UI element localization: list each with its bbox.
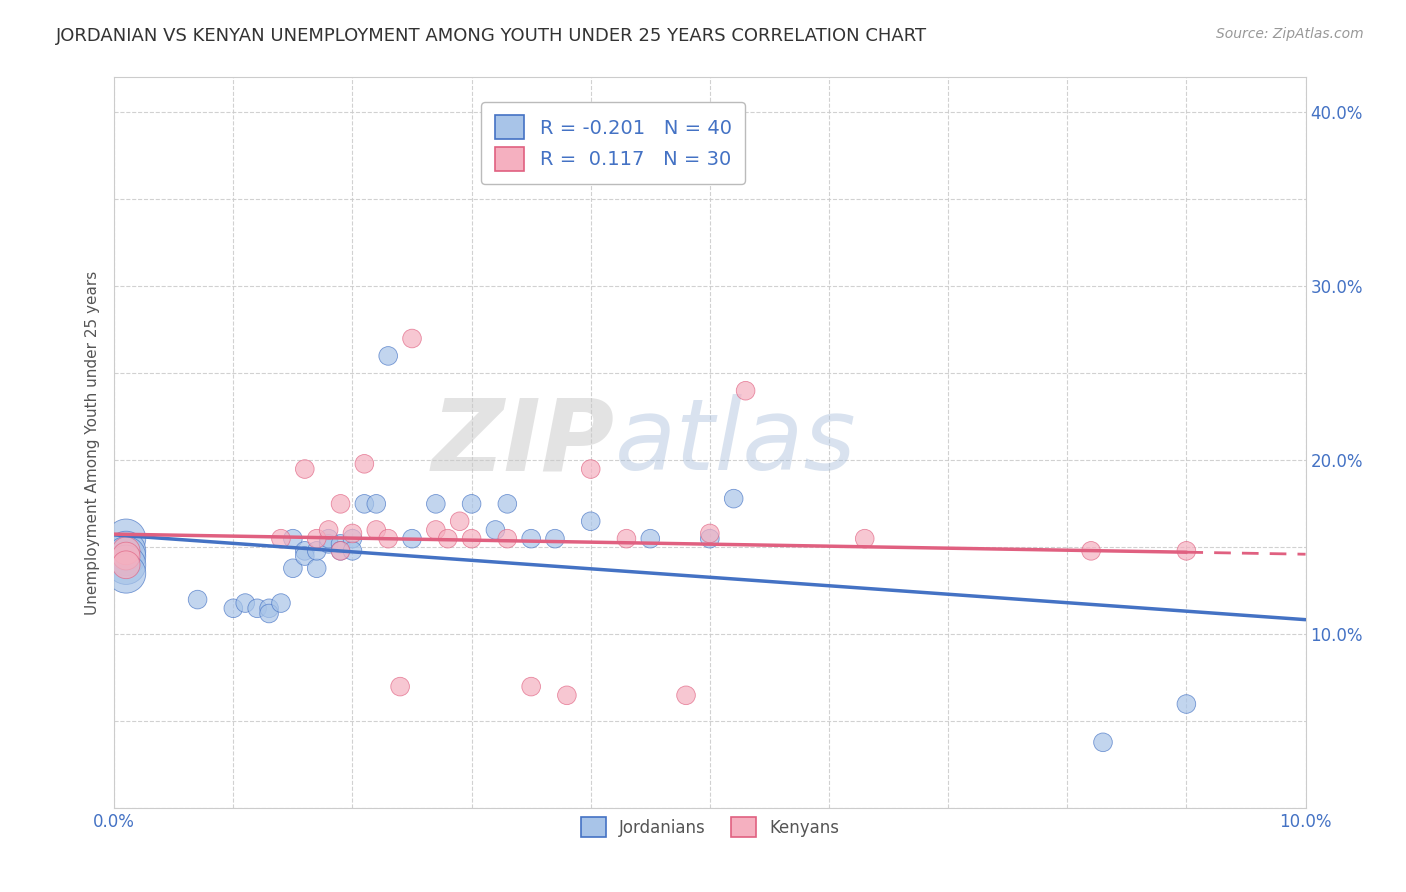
- Point: [115, 549, 138, 563]
- Text: ZIP: ZIP: [432, 394, 614, 491]
- Point: [1175, 697, 1198, 711]
- Point: [222, 601, 245, 615]
- Point: [699, 532, 721, 546]
- Point: [1080, 544, 1102, 558]
- Point: [389, 680, 412, 694]
- Y-axis label: Unemployment Among Youth under 25 years: Unemployment Among Youth under 25 years: [86, 271, 100, 615]
- Point: [734, 384, 756, 398]
- Point: [555, 688, 578, 702]
- Text: atlas: atlas: [614, 394, 856, 491]
- Point: [579, 462, 602, 476]
- Point: [281, 532, 304, 546]
- Point: [342, 526, 364, 541]
- Point: [616, 532, 638, 546]
- Point: [115, 558, 138, 572]
- Point: [723, 491, 745, 506]
- Point: [115, 566, 138, 581]
- Point: [579, 514, 602, 528]
- Text: JORDANIAN VS KENYAN UNEMPLOYMENT AMONG YOUTH UNDER 25 YEARS CORRELATION CHART: JORDANIAN VS KENYAN UNEMPLOYMENT AMONG Y…: [56, 27, 928, 45]
- Point: [342, 532, 364, 546]
- Point: [329, 544, 352, 558]
- Point: [305, 544, 328, 558]
- Point: [377, 532, 399, 546]
- Point: [246, 601, 269, 615]
- Point: [294, 544, 316, 558]
- Point: [544, 532, 567, 546]
- Point: [460, 497, 482, 511]
- Point: [425, 497, 447, 511]
- Point: [115, 549, 138, 563]
- Point: [496, 497, 519, 511]
- Point: [257, 601, 280, 615]
- Point: [115, 532, 138, 546]
- Point: [233, 596, 256, 610]
- Point: [449, 514, 471, 528]
- Point: [520, 532, 543, 546]
- Point: [366, 497, 388, 511]
- Point: [640, 532, 662, 546]
- Point: [699, 526, 721, 541]
- Point: [318, 532, 340, 546]
- Point: [329, 544, 352, 558]
- Legend: Jordanians, Kenyans: Jordanians, Kenyans: [574, 810, 846, 844]
- Point: [329, 497, 352, 511]
- Point: [484, 523, 506, 537]
- Point: [294, 462, 316, 476]
- Point: [377, 349, 399, 363]
- Point: [257, 607, 280, 621]
- Point: [1175, 544, 1198, 558]
- Point: [353, 497, 375, 511]
- Point: [366, 523, 388, 537]
- Point: [1091, 735, 1114, 749]
- Point: [270, 596, 292, 610]
- Point: [115, 558, 138, 572]
- Point: [401, 331, 423, 345]
- Point: [436, 532, 458, 546]
- Point: [281, 561, 304, 575]
- Point: [460, 532, 482, 546]
- Point: [187, 592, 209, 607]
- Point: [305, 561, 328, 575]
- Point: [318, 523, 340, 537]
- Point: [425, 523, 447, 537]
- Point: [115, 544, 138, 558]
- Point: [401, 532, 423, 546]
- Point: [353, 457, 375, 471]
- Point: [305, 532, 328, 546]
- Point: [329, 537, 352, 551]
- Text: Source: ZipAtlas.com: Source: ZipAtlas.com: [1216, 27, 1364, 41]
- Point: [675, 688, 697, 702]
- Point: [115, 544, 138, 558]
- Point: [496, 532, 519, 546]
- Point: [520, 680, 543, 694]
- Point: [270, 532, 292, 546]
- Point: [853, 532, 876, 546]
- Point: [294, 549, 316, 563]
- Point: [318, 537, 340, 551]
- Point: [342, 544, 364, 558]
